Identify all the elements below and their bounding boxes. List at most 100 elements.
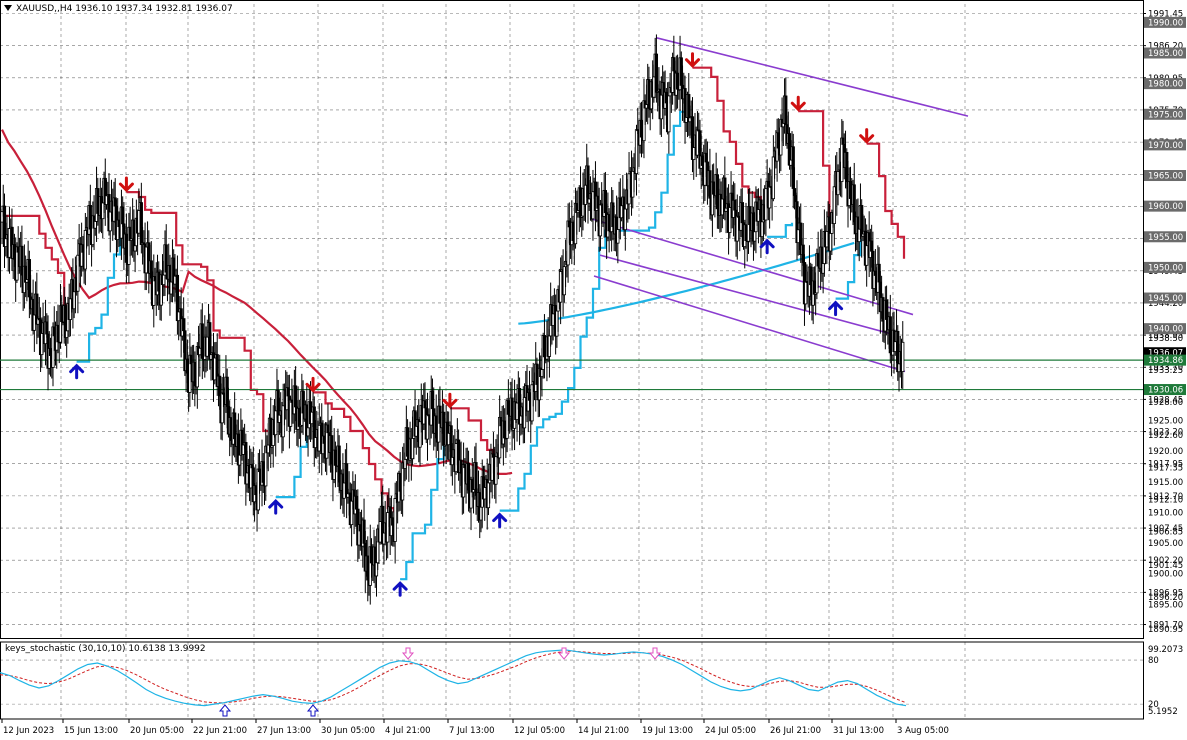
- price-marker-box: [1144, 384, 1186, 396]
- stochastic-axis-label: 20: [1148, 700, 1159, 710]
- price-level-box: [1144, 231, 1186, 243]
- arrow-up-icon: [306, 704, 320, 717]
- stoch-up-arrow-icon: [306, 704, 320, 717]
- trailing-stop-red: [126, 191, 271, 435]
- price-level-box: [1144, 139, 1186, 151]
- price-level-box: [1144, 323, 1186, 335]
- price-marker-box: [1144, 354, 1186, 366]
- trailing-stop-blue: [76, 232, 122, 363]
- stoch-up-arrow-icon: [218, 704, 232, 717]
- price-level-box: [1144, 292, 1186, 304]
- arrow-up-icon: [218, 704, 232, 717]
- price-level-label: 1912.10: [1148, 496, 1183, 506]
- arrow-down-icon: [859, 128, 875, 144]
- price-level-label: 1938.50: [1148, 334, 1183, 344]
- time-tick-label: 12 Jul 05:00: [514, 726, 565, 736]
- stochastic-signal-line: [0, 650, 907, 704]
- price-level-box-label: 1960.00: [1148, 202, 1183, 212]
- trailing-stop-blue: [767, 222, 794, 238]
- price-level-box: [1144, 16, 1186, 28]
- sell-arrow-icon: [305, 376, 321, 393]
- buy-arrow-icon: [759, 238, 775, 255]
- time-tick-label: 22 Jun 21:00: [193, 726, 247, 736]
- trailing-stop-red: [2, 214, 71, 306]
- arrow-up-icon: [492, 512, 508, 529]
- price-level-label: 1928.00: [1148, 398, 1183, 408]
- price-level-label: 1915.00: [1148, 478, 1183, 488]
- main-panel-frame: [0, 0, 1144, 639]
- arrow-down-icon: [118, 176, 134, 193]
- time-tick-label: 24 Jul 05:00: [705, 726, 756, 736]
- candle-body: [559, 271, 563, 303]
- time-tick-label: 7 Jul 13:00: [449, 726, 495, 736]
- price-level-box-label: 1945.00: [1148, 294, 1183, 304]
- price-tick-label: 1902.20: [1148, 556, 1183, 566]
- sell-arrow-icon: [790, 95, 806, 112]
- arrow-down-icon: [648, 647, 662, 660]
- ma-curve: [1, 129, 513, 475]
- price-level-label: 1922.60: [1148, 431, 1183, 441]
- price-level-label: 1890.95: [1148, 625, 1183, 635]
- price-level-label: 1933.25: [1148, 366, 1183, 376]
- trailing-stop-red: [798, 110, 831, 224]
- price-level-label: 1910.00: [1148, 508, 1183, 518]
- stochastic-axis-label: 99.2073: [1148, 645, 1183, 655]
- price-tick-label: 1944.20: [1148, 299, 1183, 309]
- chevron-down-icon[interactable]: [4, 5, 12, 11]
- price-level-label: 1917.35: [1148, 463, 1183, 473]
- candle-body: [901, 341, 905, 372]
- arrow-up-icon: [268, 498, 284, 515]
- sell-arrow-icon: [859, 128, 875, 144]
- arrow-down-icon: [684, 52, 700, 68]
- time-tick-label: 15 Jun 13:00: [64, 726, 118, 736]
- buy-arrow-icon: [492, 512, 508, 529]
- buy-arrow-icon: [828, 300, 844, 317]
- price-tick-label: 1986.20: [1148, 42, 1183, 52]
- time-tick-label: 31 Jul 13:00: [833, 726, 884, 736]
- price-marker-label: 1936.07: [1148, 349, 1183, 359]
- price-level-box-label: 1980.00: [1148, 80, 1183, 90]
- price-level-label: 1925.00: [1148, 417, 1183, 427]
- price-tick-label: 1991.45: [1148, 9, 1183, 19]
- arrow-down-icon: [401, 647, 415, 660]
- candle-body: [200, 323, 204, 359]
- arrow-down-icon: [790, 95, 806, 112]
- trend-channel-lines[interactable]: [589, 36, 969, 373]
- trailing-stop-line: [2, 66, 906, 581]
- price-level-box-label: 1955.00: [1148, 233, 1183, 243]
- horizontal-level-lines[interactable]: [0, 359, 1143, 391]
- arrow-up-icon: [759, 238, 775, 255]
- price-level-box: [1144, 78, 1186, 90]
- price-level-label: 1905.00: [1148, 539, 1183, 549]
- signal-arrows: [69, 52, 875, 597]
- stoch-down-arrow-icon: [648, 647, 662, 660]
- price-level-box-label: 1970.00: [1148, 141, 1183, 151]
- arrow-down-icon: [557, 647, 571, 660]
- stoch-down-arrow-icon: [557, 647, 571, 660]
- trailing-stop-blue: [275, 421, 308, 499]
- trailing-stop-red: [449, 407, 495, 462]
- time-tick-label: 12 Jun 2023: [3, 726, 54, 736]
- trend-channel-line: [655, 36, 969, 117]
- arrow-up-icon: [69, 363, 85, 380]
- sell-arrow-icon: [118, 176, 134, 193]
- time-tick-label: 30 Jun 05:00: [321, 726, 375, 736]
- price-level-box-label: 1950.00: [1148, 263, 1183, 273]
- price-level-box: [1144, 47, 1186, 59]
- stochastic-axis-label: 5.1952: [1148, 707, 1178, 717]
- price-candles: [0, 34, 905, 605]
- trend-channel-line: [589, 217, 914, 316]
- price-marker-label: 1934.86: [1148, 356, 1183, 366]
- price-level-label: 1906.85: [1148, 528, 1183, 538]
- ma-curve-blue: [518, 241, 855, 325]
- candle-body: [393, 498, 397, 542]
- trailing-stop-blue: [400, 444, 445, 581]
- price-tick-label: 1907.45: [1148, 524, 1183, 534]
- price-level-box-label: 1990.00: [1148, 18, 1183, 28]
- stochastic-subwindow: [0, 647, 907, 717]
- time-axis: 12 Jun 2023 15 Jun 13:00 20 Jun 05:00 22 Ju…: [1, 719, 949, 736]
- price-tick-label: 1923.20: [1148, 428, 1183, 438]
- time-tick-label: 20 Jun 05:00: [130, 726, 184, 736]
- stochastic-panel-frame: [0, 641, 1144, 720]
